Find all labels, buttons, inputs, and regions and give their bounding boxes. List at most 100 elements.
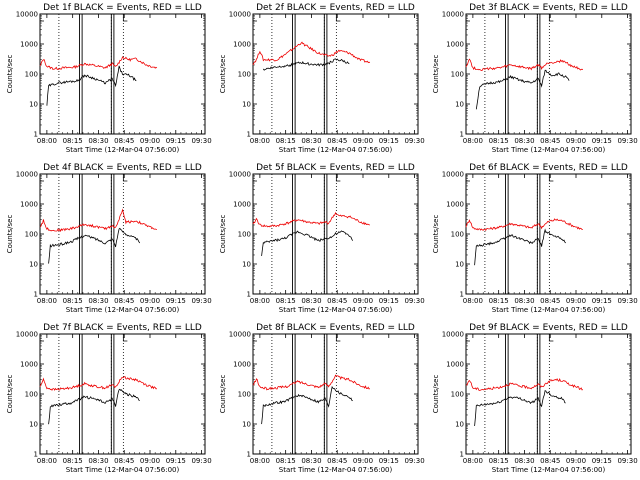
x-tick-label: 09:15 <box>592 137 612 145</box>
x-tick-label: 08:00 <box>463 297 483 305</box>
x-tick-label: 09:00 <box>140 457 160 465</box>
panel-svg: Det 1f BLACK = Events, RED = LLD 1 10 100 10… <box>6 3 212 154</box>
y-tick-label: 100 <box>238 231 251 239</box>
events-series-line <box>474 390 566 427</box>
x-tick-label: 08:15 <box>276 297 296 305</box>
panel-svg: Det 5f BLACK = Events, RED = LLD 1 10 100 10… <box>219 163 425 314</box>
y-tick-label: 1000 <box>446 201 464 209</box>
y-axis-label: Counts/sec <box>432 375 440 414</box>
det-panel-3f: Det 3f BLACK = Events, RED = LLD 1 10 100 10… <box>426 0 639 160</box>
bracket-marker <box>465 334 470 342</box>
bracket-marker <box>548 14 554 22</box>
panel-svg: Det 9f BLACK = Events, RED = LLD 1 10 100 10… <box>432 323 638 474</box>
x-tick-label: 08:30 <box>514 297 534 305</box>
x-tick-label: 09:00 <box>566 457 586 465</box>
x-tick-label: 09:15 <box>379 297 399 305</box>
x-tick-label: 09:30 <box>191 137 211 145</box>
lld-series-line <box>252 374 370 391</box>
lld-series-line <box>465 58 584 72</box>
y-tick-label: 1000 <box>446 41 464 49</box>
y-tick-label: 1 <box>460 131 464 139</box>
x-tick-label: 09:00 <box>353 137 373 145</box>
det-panel-1f: Det 1f BLACK = Events, RED = LLD 1 10 100 10… <box>0 0 213 160</box>
panel-svg: Det 3f BLACK = Events, RED = LLD 1 10 100 10… <box>432 3 638 154</box>
x-tick-label: 08:15 <box>489 297 509 305</box>
x-tick-label: 08:15 <box>276 457 296 465</box>
x-tick-label: 08:15 <box>276 137 296 145</box>
x-tick-label: 09:00 <box>566 297 586 305</box>
panel-svg: Det 6f BLACK = Events, RED = LLD 1 10 100 10… <box>432 163 638 314</box>
y-axis-label: Counts/sec <box>219 215 227 254</box>
x-axis-label: Start Time (12-Mar-04 07:56:00) <box>66 306 180 314</box>
lld-series-line <box>465 218 583 232</box>
x-tick-label: 09:15 <box>166 297 186 305</box>
panel-svg: Det 4f BLACK = Events, RED = LLD 1 10 100 10… <box>6 163 212 314</box>
y-tick-label: 10 <box>29 261 38 269</box>
y-tick-label: 100 <box>238 71 251 79</box>
plot-frame <box>39 173 206 295</box>
lld-series-line <box>252 211 370 228</box>
lld-series-line <box>39 376 157 391</box>
det-panel-2f: Det 2f BLACK = Events, RED = LLD 1 10 100 10… <box>213 0 426 160</box>
y-tick-label: 10000 <box>16 11 38 19</box>
x-tick-label: 08:30 <box>88 297 108 305</box>
x-tick-label: 08:30 <box>301 297 321 305</box>
x-tick-label: 09:30 <box>191 297 211 305</box>
x-tick-label: 08:15 <box>489 457 509 465</box>
y-tick-label: 1 <box>34 451 38 459</box>
x-tick-label: 08:00 <box>463 457 483 465</box>
x-tick-label: 08:30 <box>301 457 321 465</box>
y-axis-label: Counts/sec <box>6 215 14 254</box>
x-tick-label: 08:45 <box>540 457 560 465</box>
events-series-line <box>46 65 137 106</box>
y-tick-label: 100 <box>25 231 38 239</box>
y-tick-label: 100 <box>238 391 251 399</box>
y-tick-label: 10 <box>29 421 38 429</box>
bracket-marker <box>39 334 44 342</box>
bracket-marker <box>39 174 44 182</box>
bracket-marker <box>335 174 341 182</box>
events-series-line <box>48 227 141 264</box>
x-tick-label: 08:00 <box>250 137 270 145</box>
bracket-marker <box>548 174 554 182</box>
x-axis-label: Start Time (12-Mar-04 07:56:00) <box>66 466 180 474</box>
x-tick-label: 08:00 <box>37 297 57 305</box>
events-series-line <box>261 385 353 425</box>
y-axis-label: Counts/sec <box>219 375 227 414</box>
det-panel-6f: Det 6f BLACK = Events, RED = LLD 1 10 100 10… <box>426 160 639 320</box>
panel-title: Det 5f BLACK = Events, RED = LLD <box>256 163 415 173</box>
y-tick-label: 1 <box>247 451 251 459</box>
y-axis-label: Counts/sec <box>432 215 440 254</box>
y-tick-label: 10 <box>242 421 251 429</box>
bracket-marker <box>465 174 470 182</box>
x-tick-label: 08:45 <box>114 137 134 145</box>
x-tick-label: 09:30 <box>191 457 211 465</box>
x-tick-label: 08:45 <box>327 297 347 305</box>
y-tick-label: 10 <box>29 101 38 109</box>
bracket-marker <box>252 14 257 22</box>
x-tick-label: 08:30 <box>88 137 108 145</box>
y-tick-label: 10000 <box>229 331 251 339</box>
x-tick-label: 09:15 <box>166 137 186 145</box>
plot-frame <box>39 333 206 455</box>
x-tick-label: 08:45 <box>540 297 560 305</box>
det-panel-7f: Det 7f BLACK = Events, RED = LLD 1 10 100 10… <box>0 320 213 480</box>
y-tick-label: 10 <box>242 261 251 269</box>
panel-title: Det 3f BLACK = Events, RED = LLD <box>469 3 628 13</box>
panel-title: Det 4f BLACK = Events, RED = LLD <box>43 163 202 173</box>
x-tick-label: 08:15 <box>63 137 83 145</box>
x-tick-label: 09:15 <box>166 457 186 465</box>
det-panel-5f: Det 5f BLACK = Events, RED = LLD 1 10 100 10… <box>213 160 426 320</box>
y-axis-label: Counts/sec <box>6 375 14 414</box>
plot-frame <box>252 13 419 135</box>
x-tick-label: 08:15 <box>63 457 83 465</box>
events-series-line <box>261 230 354 256</box>
x-tick-label: 08:00 <box>250 457 270 465</box>
y-tick-label: 100 <box>451 231 464 239</box>
events-series-line <box>262 58 350 71</box>
x-tick-label: 08:45 <box>327 457 347 465</box>
x-tick-label: 08:30 <box>514 137 534 145</box>
lld-series-line <box>39 208 158 233</box>
y-tick-label: 100 <box>451 391 464 399</box>
x-tick-label: 09:15 <box>379 457 399 465</box>
